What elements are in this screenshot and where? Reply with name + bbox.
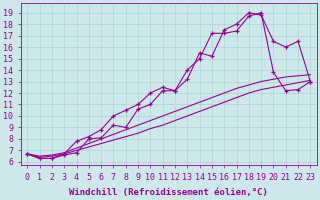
X-axis label: Windchill (Refroidissement éolien,°C): Windchill (Refroidissement éolien,°C) [69,188,268,197]
